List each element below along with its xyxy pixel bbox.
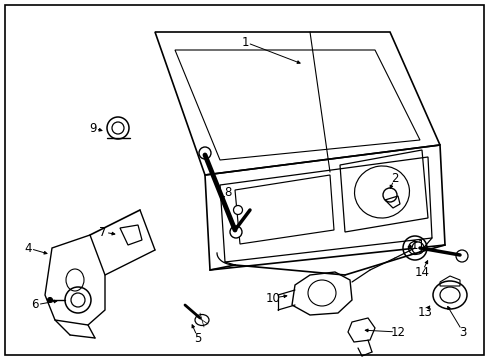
Text: 8: 8 [224,185,231,198]
Text: 7: 7 [99,225,106,239]
Ellipse shape [455,250,467,262]
Ellipse shape [195,315,208,325]
Text: 3: 3 [458,325,466,338]
Ellipse shape [229,226,242,238]
Text: 5: 5 [194,332,201,345]
Text: 1: 1 [241,36,248,49]
Ellipse shape [199,147,210,159]
Text: 4: 4 [24,242,32,255]
Ellipse shape [411,242,423,254]
Text: 11: 11 [409,239,425,252]
Ellipse shape [233,206,242,215]
Ellipse shape [382,188,396,202]
Text: 10: 10 [265,292,280,305]
Text: 6: 6 [31,298,39,311]
Text: 13: 13 [417,306,431,319]
Text: 14: 14 [414,266,428,279]
Text: 9: 9 [89,122,97,135]
Ellipse shape [47,297,52,302]
Text: 2: 2 [390,171,398,185]
Text: 12: 12 [390,325,405,338]
